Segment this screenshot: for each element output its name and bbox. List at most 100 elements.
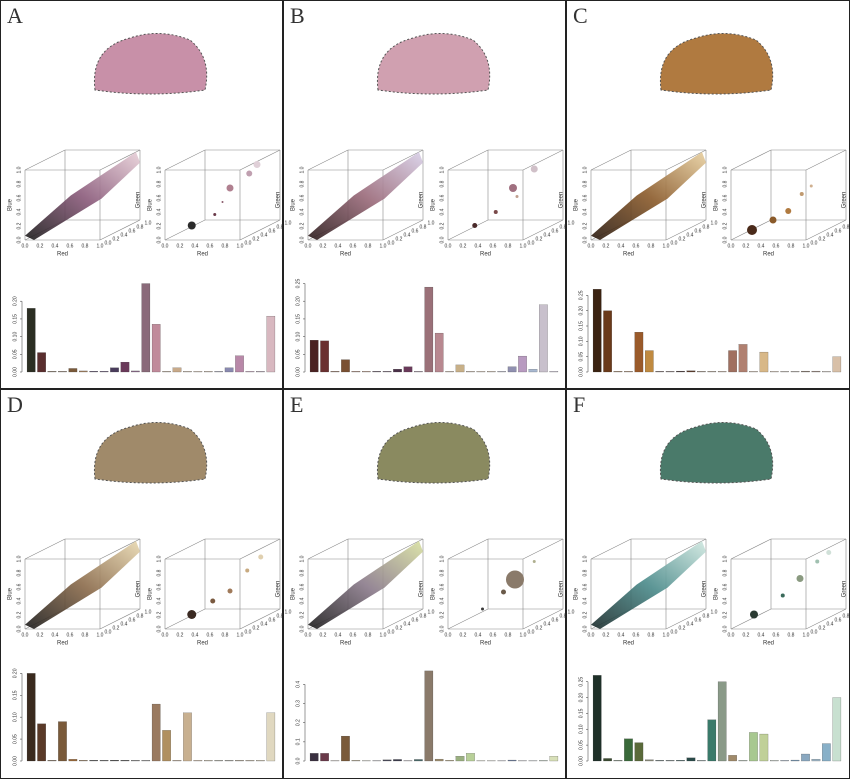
y-tick-label: 0.05 bbox=[578, 740, 584, 750]
red-tick-label: 0.4 bbox=[758, 243, 765, 249]
bar bbox=[351, 760, 361, 762]
bubble bbox=[227, 588, 233, 594]
bar bbox=[822, 743, 831, 762]
green-tick-label: 0.6 bbox=[695, 617, 702, 623]
blue-tick-label: 1.0 bbox=[16, 166, 22, 173]
green-tick-label: 1.0 bbox=[568, 609, 575, 615]
y-tick-label: 0.00 bbox=[578, 367, 584, 377]
bar bbox=[634, 332, 644, 373]
y-tick-label: 0.20 bbox=[578, 306, 584, 316]
blue-tick-label: 1.0 bbox=[156, 555, 162, 562]
blue-tick-label: 0.6 bbox=[16, 583, 22, 590]
bar bbox=[26, 308, 36, 373]
bar bbox=[120, 760, 130, 762]
green-tick-label: 0.4 bbox=[544, 621, 551, 627]
y-tick-label: 0.05 bbox=[578, 352, 584, 362]
blue-tick-label: 0.4 bbox=[16, 208, 22, 215]
cube-edge bbox=[239, 608, 281, 630]
red-tick-label: 0.2 bbox=[603, 243, 610, 249]
bar bbox=[770, 760, 779, 762]
blue-tick-label: 1.0 bbox=[439, 166, 445, 173]
red-tick-label: 0.8 bbox=[505, 632, 512, 638]
red-tick-label: 0.6 bbox=[633, 243, 640, 249]
x-axis-label: Red bbox=[623, 252, 634, 258]
bar bbox=[811, 370, 821, 373]
green-tick-label: 0.2 bbox=[113, 625, 120, 631]
red-tick-label: 0.6 bbox=[633, 632, 640, 638]
y-axis-label: Blue bbox=[714, 198, 720, 211]
red-tick-label: 0.0 bbox=[162, 243, 169, 249]
bar bbox=[89, 371, 98, 373]
green-tick-label: 0.2 bbox=[819, 236, 826, 242]
blue-tick-label: 0.6 bbox=[439, 583, 445, 590]
cube-edge bbox=[590, 149, 632, 171]
x-axis-label: Red bbox=[763, 252, 774, 258]
cube-edge bbox=[590, 538, 632, 560]
bar bbox=[434, 332, 444, 373]
bubble bbox=[815, 559, 820, 564]
y-tick-label: 0.3 bbox=[295, 700, 301, 707]
blue-tick-label: 0.2 bbox=[156, 222, 162, 229]
blue-tick-label: 0.2 bbox=[582, 222, 588, 229]
bar bbox=[434, 758, 444, 762]
bar bbox=[193, 760, 203, 762]
red-tick-label: 0.6 bbox=[490, 632, 497, 638]
bar bbox=[686, 757, 696, 762]
red-tick-label: 1.0 bbox=[803, 243, 810, 249]
green-tick-label: 1.0 bbox=[145, 220, 152, 226]
red-tick-label: 0.2 bbox=[177, 632, 184, 638]
red-tick-label: 0.4 bbox=[618, 243, 625, 249]
y-axis-label: Blue bbox=[291, 587, 297, 600]
bar bbox=[665, 371, 675, 373]
bar bbox=[320, 340, 329, 373]
green-tick-label: 0.6 bbox=[412, 228, 419, 234]
green-tick-label: 0.0 bbox=[811, 629, 818, 635]
cube-edge bbox=[164, 608, 206, 630]
bar bbox=[99, 760, 109, 762]
bar bbox=[79, 760, 88, 762]
bar bbox=[801, 370, 810, 373]
blue-tick-label: 0.4 bbox=[439, 597, 445, 604]
bar bbox=[445, 760, 454, 762]
green-tick-label: 1.0 bbox=[285, 609, 292, 615]
green-tick-label: 0.8 bbox=[843, 613, 850, 619]
panel-label: B bbox=[290, 3, 305, 28]
cube-edge bbox=[239, 149, 281, 171]
red-tick-label: 0.6 bbox=[350, 243, 357, 249]
bubble bbox=[769, 216, 777, 224]
bar bbox=[266, 712, 276, 762]
blue-tick-label: 0.2 bbox=[582, 611, 588, 618]
blue-tick-label: 0.0 bbox=[582, 625, 588, 632]
x-axis-label: Red bbox=[340, 252, 351, 258]
y-tick-label: 0.00 bbox=[295, 367, 301, 377]
bar bbox=[780, 760, 789, 762]
cube-edge bbox=[730, 608, 772, 630]
bar bbox=[162, 371, 171, 373]
blue-tick-label: 0.0 bbox=[439, 625, 445, 632]
z-axis-label: Green bbox=[419, 581, 425, 598]
y-tick-label: 0.05 bbox=[12, 349, 18, 359]
red-tick-label: 0.0 bbox=[162, 632, 169, 638]
red-tick-label: 0.8 bbox=[222, 243, 229, 249]
bubble bbox=[245, 568, 250, 573]
cube-edge bbox=[447, 538, 489, 560]
bar bbox=[224, 367, 234, 373]
blue-tick-label: 0.2 bbox=[16, 611, 22, 618]
red-tick-label: 1.0 bbox=[520, 243, 527, 249]
bar bbox=[393, 759, 402, 762]
blue-tick-label: 0.6 bbox=[582, 194, 588, 201]
green-tick-label: 0.6 bbox=[412, 617, 419, 623]
green-tick-label: 0.6 bbox=[269, 228, 276, 234]
bar bbox=[99, 371, 109, 373]
red-tick-label: 0.6 bbox=[207, 243, 214, 249]
z-axis-label: Green bbox=[136, 581, 142, 598]
blue-tick-label: 0.0 bbox=[156, 625, 162, 632]
green-tick-label: 0.4 bbox=[404, 232, 411, 238]
y-tick-label: 0.20 bbox=[295, 296, 301, 306]
blue-tick-label: 0.6 bbox=[156, 583, 162, 590]
coral-image bbox=[93, 33, 208, 95]
blue-tick-label: 0.6 bbox=[16, 194, 22, 201]
red-tick-label: 1.0 bbox=[380, 632, 387, 638]
bar bbox=[393, 369, 402, 373]
bar bbox=[717, 371, 727, 373]
